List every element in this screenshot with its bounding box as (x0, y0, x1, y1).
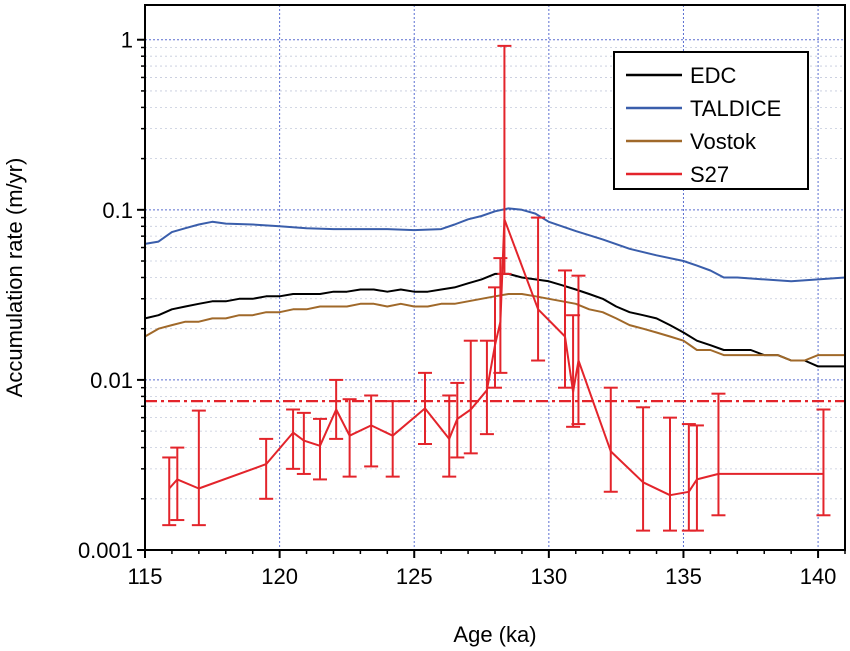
x-tick-label: 140 (800, 564, 837, 589)
x-axis-label: Age (ka) (453, 622, 536, 647)
y-axis-label: Accumulation rate (m/yr) (2, 158, 27, 398)
series-line-s27 (168, 218, 824, 497)
x-tick-label: 130 (530, 564, 567, 589)
x-tick-label: 115 (127, 564, 162, 589)
y-tick-label: 0.01 (90, 368, 133, 393)
legend-entry: TALDICE (690, 96, 781, 121)
series-line-taldice (144, 207, 846, 283)
y-axis: 0.001 0.01 0.1 1 (78, 28, 145, 563)
grid (144, 5, 845, 551)
series-layer (144, 44, 846, 532)
y-tick-label: 1 (121, 28, 133, 53)
series-s27 (162, 44, 831, 532)
series-line-edc (144, 272, 845, 368)
legend-entry: S27 (690, 162, 729, 187)
legend-entry: Vostok (690, 129, 757, 154)
series-edc (144, 272, 845, 368)
x-tick-label: 125 (396, 564, 433, 589)
series-taldice (144, 207, 846, 283)
x-axis: 115 120 125 130 135 140 (127, 550, 846, 589)
x-tick-label: 135 (665, 564, 702, 589)
y-tick-label: 0.001 (78, 538, 133, 563)
x-tick-label: 120 (261, 564, 298, 589)
y-tick-label: 0.1 (102, 198, 133, 223)
legend-entry: EDC (690, 63, 737, 88)
legend: EDC TALDICE Vostok S27 (613, 51, 809, 190)
